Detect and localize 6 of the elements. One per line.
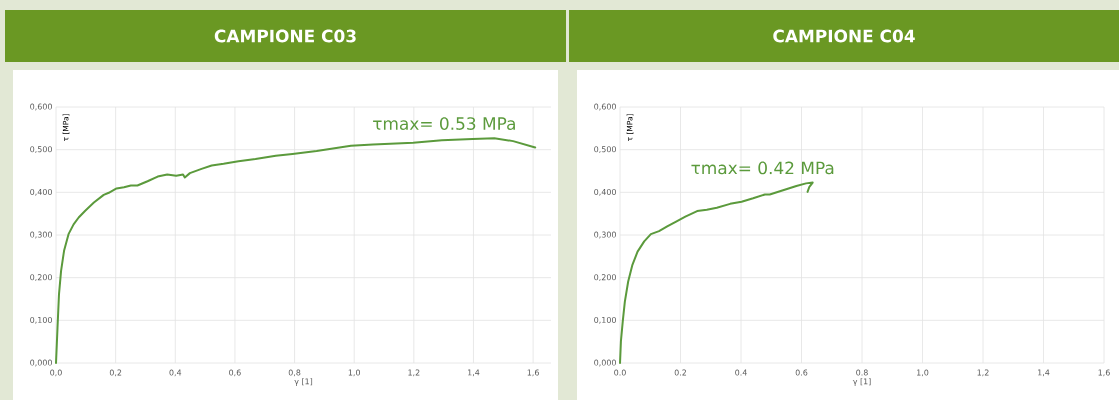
annotation: τmax= 0.53 MPa (373, 117, 515, 130)
line-series (619, 181, 814, 364)
chart-title: CAMPIONE C03 (214, 29, 356, 43)
line-series (55, 137, 537, 364)
chart-title: CAMPIONE C04 (773, 29, 915, 43)
annotation: τmax= 0.42 MPa (691, 161, 834, 175)
